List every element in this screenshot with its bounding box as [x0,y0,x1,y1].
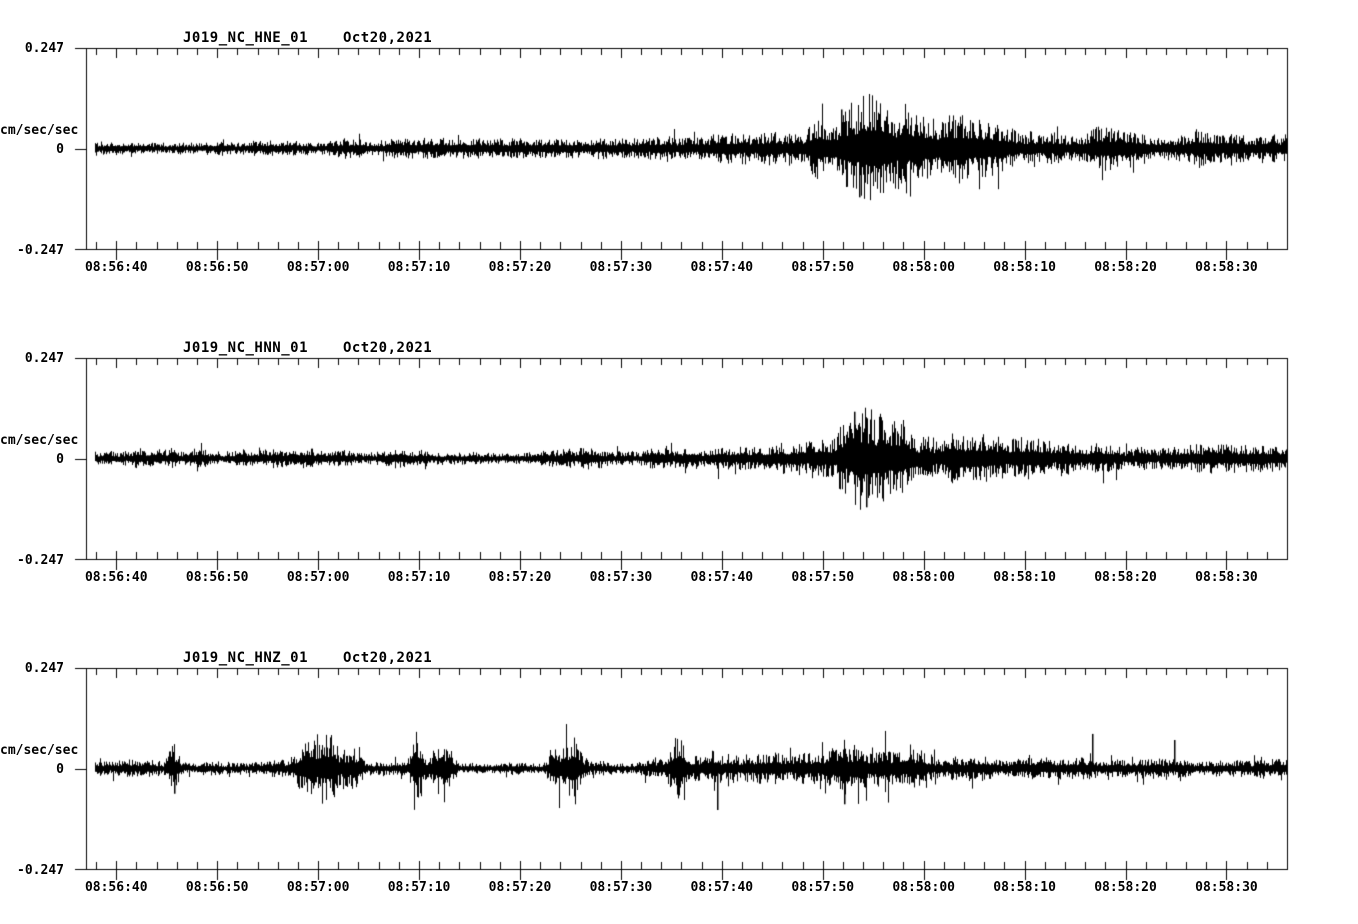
date-label: Oct20,2021 [342,30,433,46]
x-tick-label: 08:58:20 [1094,570,1157,585]
seismogram-plot-hnz [0,620,1358,920]
x-tick-label: 08:57:20 [488,880,552,895]
x-tick-label: 08:57:50 [791,260,855,275]
x-tick-label: 08:57:20 [488,570,552,585]
x-tick-label: 08:58:30 [1195,570,1258,585]
x-tick-label: 08:58:10 [993,570,1056,585]
x-tick-label: 08:57:30 [589,260,653,275]
x-tick-label: 08:56:40 [84,260,148,275]
y-axis-zero-label: 0 [56,452,64,467]
y-axis-units-label: cm/sec/sec [0,743,79,758]
x-tick-label: 08:56:50 [185,880,249,895]
x-tick-label: 08:57:40 [690,880,754,895]
station-channel-label: J019_NC_HNZ_01 [183,650,309,666]
x-tick-label: 08:57:40 [690,260,754,275]
seismogram-panel-hne: J019_NC_HNE_01 Oct20,2021 0.247 cm/sec/s… [0,0,1358,300]
y-axis-units-label: cm/sec/sec [0,123,79,138]
x-tick-label: 08:58:00 [892,570,955,585]
x-tick-label: 08:58:20 [1094,880,1157,895]
x-tick-label: 08:57:00 [286,260,350,275]
y-axis-zero-label: 0 [56,762,64,777]
x-tick-label: 08:57:30 [589,570,653,585]
x-tick-label: 08:57:40 [690,570,754,585]
x-tick-label: 08:58:30 [1195,260,1258,275]
y-axis-max-label: 0.247 [24,351,64,366]
date-label: Oct20,2021 [342,340,433,356]
y-axis-max-label: 0.247 [24,661,64,676]
seismogram-plot-hne [0,0,1358,300]
trace-title: J019_NC_HNZ_01 Oct20,2021 [183,650,432,666]
x-tick-label: 08:56:50 [185,570,249,585]
y-axis-units-label: cm/sec/sec [0,433,79,448]
x-tick-label: 08:58:00 [892,260,955,275]
y-axis-max-label: 0.247 [24,41,64,56]
seismogram-plot-hnn [0,310,1358,610]
station-channel-label: J019_NC_HNE_01 [183,30,309,46]
x-tick-label: 08:56:50 [185,260,249,275]
x-tick-label: 08:56:40 [84,570,148,585]
x-tick-label: 08:57:50 [791,570,855,585]
x-tick-label: 08:57:00 [286,570,350,585]
x-tick-label: 08:58:20 [1094,260,1157,275]
y-axis-min-label: -0.247 [17,243,64,258]
x-tick-label: 08:58:00 [892,880,955,895]
x-tick-label: 08:57:10 [387,880,451,895]
x-tick-label: 08:56:40 [84,880,148,895]
x-tick-label: 08:58:10 [993,880,1056,895]
x-tick-label: 08:57:10 [387,260,451,275]
y-axis-min-label: -0.247 [17,553,64,568]
seismogram-panel-hnn: J019_NC_HNN_01 Oct20,2021 0.247 cm/sec/s… [0,310,1358,610]
y-axis-min-label: -0.247 [17,863,64,878]
x-tick-label: 08:57:50 [791,880,855,895]
x-tick-label: 08:57:20 [488,260,552,275]
x-tick-label: 08:58:10 [993,260,1056,275]
trace-title: J019_NC_HNN_01 Oct20,2021 [183,340,432,356]
x-tick-label: 08:57:30 [589,880,653,895]
date-label: Oct20,2021 [342,650,433,666]
trace-title: J019_NC_HNE_01 Oct20,2021 [183,30,432,46]
x-tick-label: 08:57:10 [387,570,451,585]
y-axis-zero-label: 0 [56,142,64,157]
x-tick-label: 08:58:30 [1195,880,1258,895]
station-channel-label: J019_NC_HNN_01 [183,340,309,356]
seismogram-panel-hnz: J019_NC_HNZ_01 Oct20,2021 0.247 cm/sec/s… [0,620,1358,920]
x-tick-label: 08:57:00 [286,880,350,895]
